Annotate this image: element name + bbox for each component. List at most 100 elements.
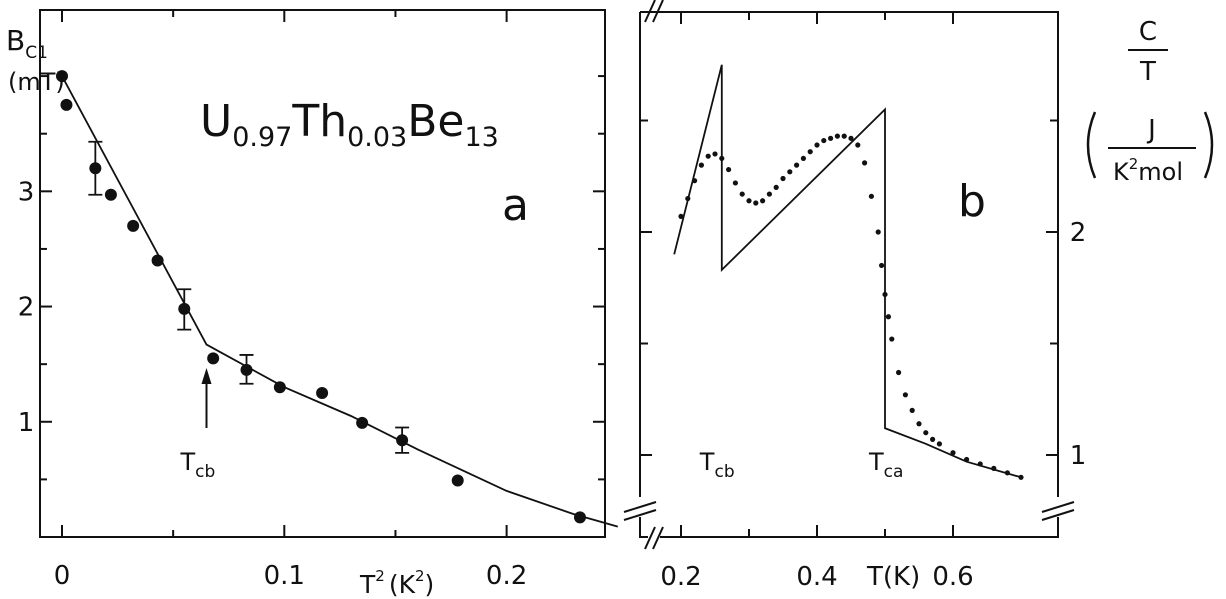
panel-b-y-label-unit-den: K2mol [1113,155,1183,186]
y-tick-label: 1 [1070,441,1087,471]
panel-b-model-line [673,64,1022,479]
data-point [923,430,929,436]
panel-a-x-label-unit: (K [389,570,416,599]
panel-a-x-label-sup: 2 [375,567,385,585]
data-point [950,450,956,456]
panel-a-tcb-sub: cb [195,462,215,482]
data-point [573,511,586,524]
axis-break-marks [623,0,1075,550]
panel-b-tcb-sub: cb [714,462,734,482]
panel-b-frame [639,11,1059,538]
model-line-path [673,64,1022,479]
panel-a-tcb-label: Tcb [180,448,216,482]
data-point [862,160,868,166]
data-point [780,175,786,182]
data-point [855,142,861,148]
data-point [127,219,140,232]
title-sub1: 0.97 [232,122,292,153]
x-tick-label: 0 [54,561,71,591]
data-point [753,200,759,206]
panel-b-transition-labels: Tcb Tca [699,448,904,482]
x-tick-label: 0.4 [796,562,837,592]
data-point [356,416,369,429]
data-point [151,254,164,267]
data-point [1004,470,1011,476]
panel-a-tcb-main: T [180,448,196,476]
data-point [739,191,745,197]
panel-a-y-label-sub: C1 [25,43,48,63]
data-point [712,151,718,157]
y-tick-label: 3 [18,177,35,207]
panel-b-y-unit-den-rest: mol [1138,158,1183,186]
data-point [207,352,220,365]
panel-a-letter: a [502,180,529,231]
data-point [848,135,854,141]
data-point [56,70,68,83]
panel-a-y-tick-labels: 1 2 3 [18,177,35,437]
title-el3: Be [407,96,464,147]
data-point [766,191,773,197]
data-point [746,198,752,204]
panel-b-y-label-unit-num: J [1146,115,1156,145]
data-point [821,137,827,144]
panel-a-x-label-main: T [359,570,376,599]
title-sub2: 0.03 [347,122,407,153]
panel-b-y-unit-den-sup: 2 [1129,155,1139,173]
y-tick-label: 1 [18,408,35,438]
panel-a-x-label: T2 (K2) [359,567,434,599]
panel-b-x-tick-labels: 0.2 0.4 0.6 [660,562,973,592]
panel-a-tcb-arrowhead [201,368,212,384]
x-tick-label: 0.2 [486,561,527,591]
panel-a-tcb-annotation: Tcb [180,368,216,482]
panel-a-data-points [56,70,586,524]
data-point [930,436,936,442]
data-point [732,180,739,186]
data-point [685,195,691,202]
panel-b-letter: b [958,176,986,227]
data-point [868,193,875,199]
panel-b-y-label-den: T [1139,57,1156,87]
panel-a-y-ticks [40,75,605,481]
data-point [726,166,732,173]
data-point [800,155,807,162]
panel-b-y-label-close-paren [1203,111,1214,179]
data-point [977,461,983,467]
data-point [316,386,329,399]
title-el2: Th [291,96,347,147]
data-point [760,198,766,204]
data-point [916,421,922,427]
data-point [104,188,117,201]
panel-b: 0.2 0.4 0.6 12 T(K) b Tcb Tca C T J K2mol [623,0,1214,592]
panel-a-x-label-unit-sup: 2 [415,567,425,585]
data-point [882,291,888,298]
data-point [705,153,711,159]
panel-b-tcb-label: Tcb [699,448,735,482]
data-point [240,363,253,376]
data-point [273,381,286,394]
panel-a-error-bars [88,140,410,454]
data-point [834,133,841,139]
data-point [807,149,813,155]
title-sub3: 13 [465,122,499,153]
data-point [814,142,820,148]
data-point [896,369,902,376]
data-point [991,465,997,471]
data-point [885,314,892,320]
data-point [719,155,725,162]
panel-b-x-ticks [680,12,954,537]
data-point [841,133,847,139]
panel-b-y-label-open-paren [1086,111,1097,179]
panel-b-data-points [678,133,1024,480]
data-point [178,302,191,315]
panel-a-fit-line [61,75,619,528]
data-point [828,135,834,141]
data-point [396,434,409,447]
data-point [889,336,895,342]
x-tick-label: 0.1 [264,561,305,591]
title-el1: U [200,96,232,147]
panel-a-frame [39,9,606,538]
panel-a: 0 0.1 0.2 123 BC1 (mT) T2 (K2) U0.97Th0.03B… [6,9,619,599]
data-point [794,162,800,168]
panel-b-tca-main: T [868,448,884,476]
